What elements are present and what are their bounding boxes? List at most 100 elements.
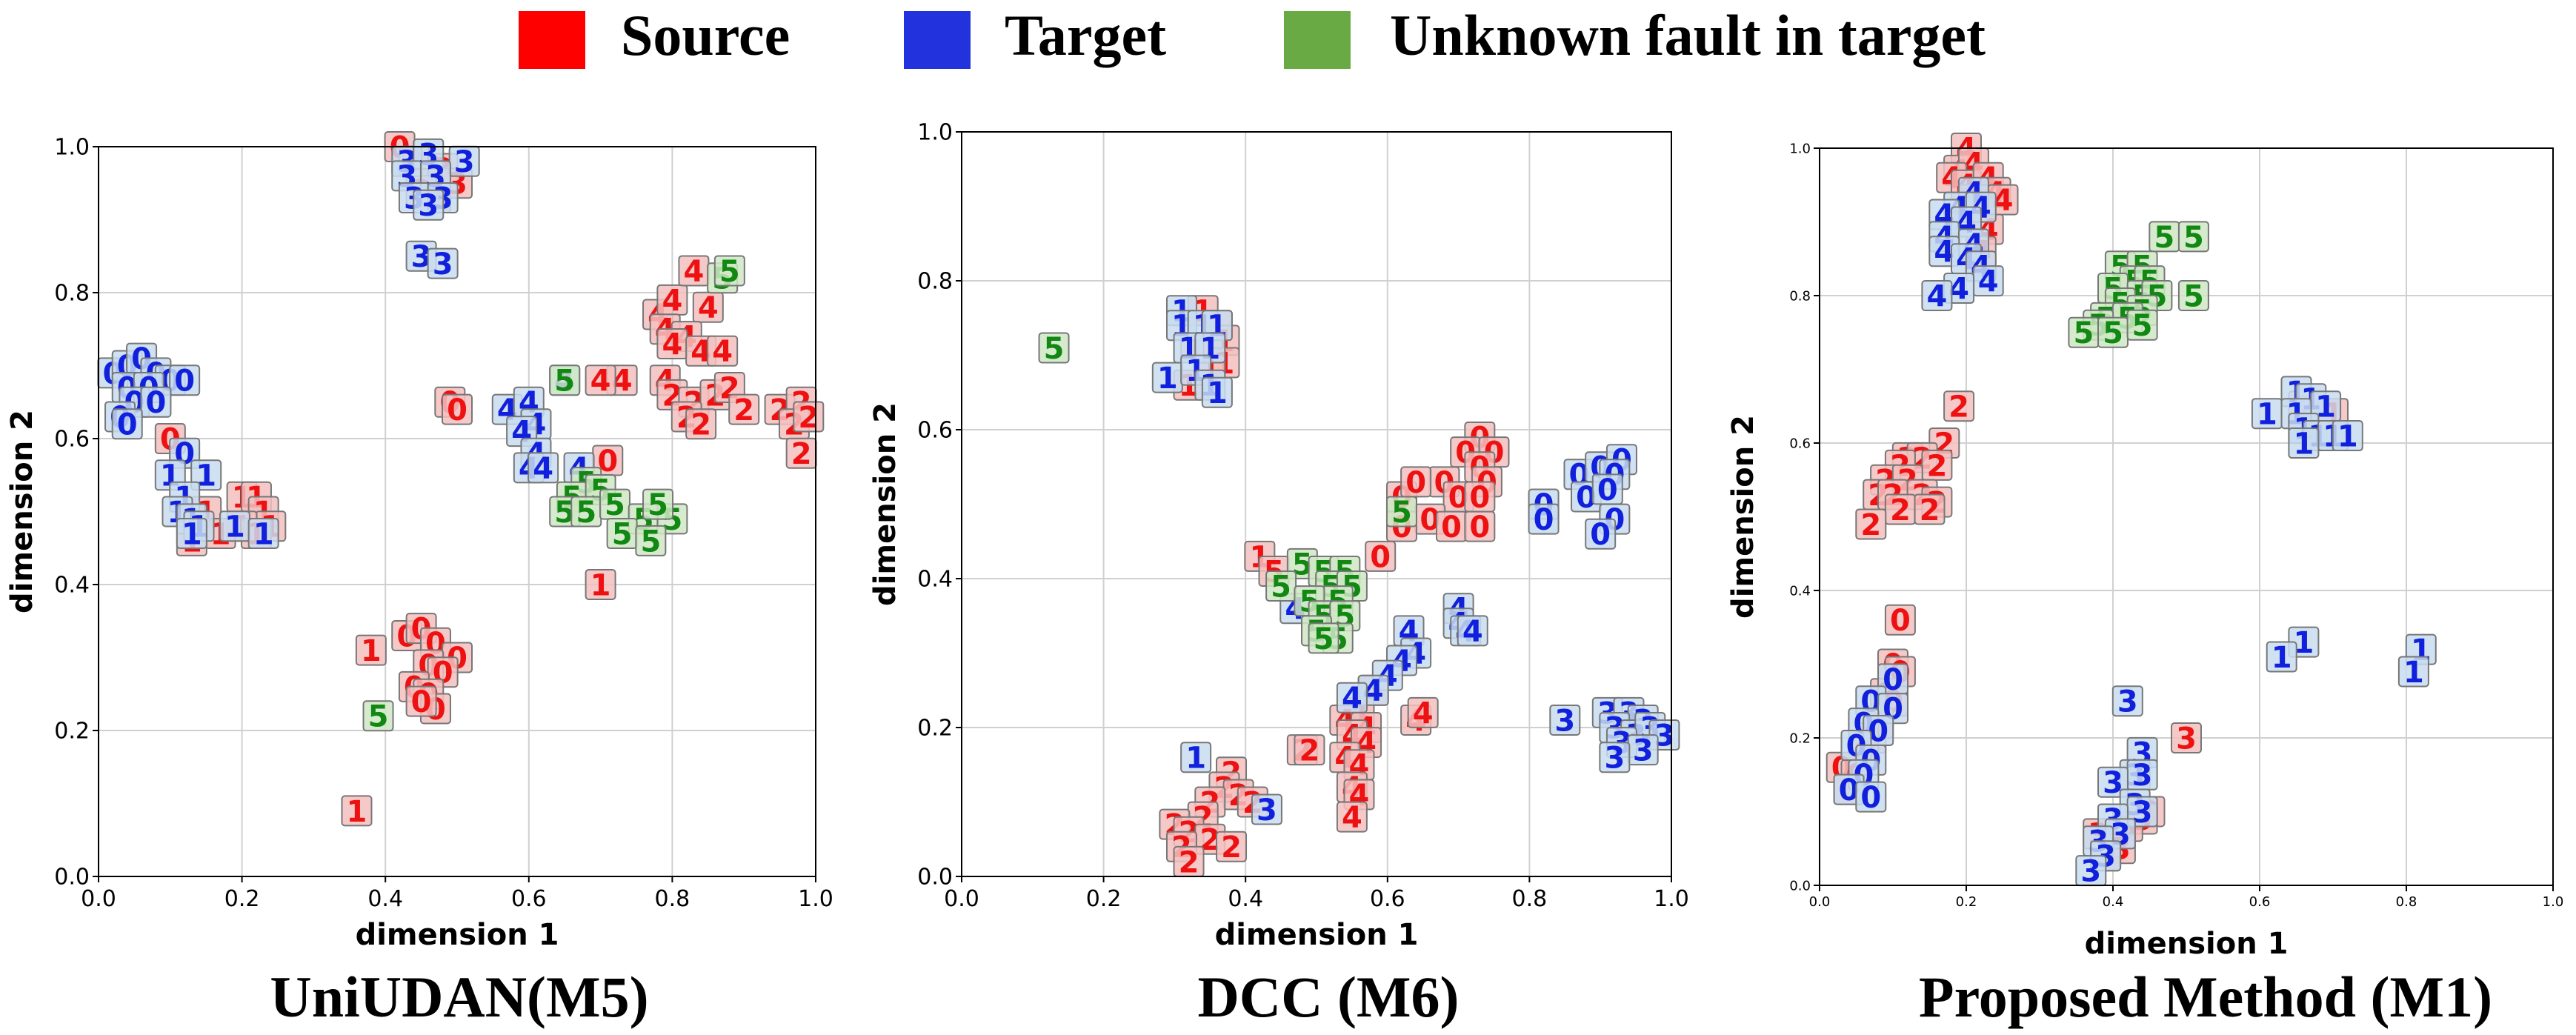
point-source: 4 [1343,779,1375,813]
y-axis-label: dimension 2 [868,402,902,606]
series-unknown: 555555555555555555 [2068,221,2209,350]
point-label: 3 [1257,793,1277,828]
point-target: 0 [111,408,143,442]
y-tick-label: 0.8 [1789,288,1811,304]
legend-item-unknown: Unknown fault in target [1284,3,1986,69]
point-target: 3 [2111,685,2143,719]
point-target: 3 [2075,855,2107,889]
point-box [1294,734,1325,766]
point-label: 3 [2132,759,2153,793]
point-unknown: 5 [549,365,581,399]
point-target: 4 [1921,279,1953,313]
point-label: 3 [433,247,453,282]
point-target: 3 [1549,704,1581,738]
point-label: 3 [2117,685,2138,719]
y-tick-label: 1.0 [54,135,90,161]
point-target: 4 [1972,265,2004,299]
legend-label-target: Target [1005,3,1166,67]
point-label: 4 [533,452,553,486]
point-unknown: 5 [2177,221,2209,255]
point-label: 5 [2183,279,2204,313]
point-label: 0 [117,408,138,442]
point-box [1549,704,1581,736]
point-box [442,393,473,425]
y-tick-label: 0.2 [54,719,90,745]
x-tick-label: 1.0 [798,886,833,912]
point-label: 4 [1978,265,1999,299]
point-target: 3 [448,145,480,179]
point-box [169,365,201,396]
x-tick-label: 0.6 [1370,886,1405,912]
y-tick-label: 0.0 [917,865,953,891]
point-label: 1 [2257,398,2277,432]
legend-item-target: Target [904,3,1166,69]
point-label: 1 [1207,376,1228,410]
point-box [549,365,581,396]
y-tick-label: 0.2 [1789,731,1811,746]
point-source: 4 [656,284,688,318]
point-box [2171,722,2202,753]
point-source: 2 [785,437,817,471]
point-box [1336,801,1368,833]
y-tick-label: 1.0 [1789,141,1811,156]
point-label: 4 [590,365,611,399]
point-unknown: 5 [1265,570,1297,604]
point-label: 4 [712,335,733,369]
x-axis-label: dimension 1 [1215,918,1419,952]
point-label: 1 [2403,656,2424,690]
plot-frame [961,131,1672,877]
point-source: 2 [1921,449,1953,483]
point-label: 1 [1157,362,1178,396]
x-axis-label: dimension 1 [356,918,559,952]
point-target: 3 [1251,793,1282,828]
point-box [1884,604,1916,636]
point-unknown: 5 [606,517,638,551]
point-target: 0 [140,386,172,420]
x-tick-label: 0.6 [2249,894,2271,910]
point-label: 1 [182,517,202,551]
point-target: 1 [2310,390,2342,425]
point-source: 4 [656,327,688,362]
point-box [2097,766,2129,798]
point-target: 4 [1457,615,1488,649]
point-box [1464,510,1496,542]
y-tick-label: 0.6 [917,418,953,444]
point-label: 5 [2103,316,2123,350]
point-label: 2 [733,393,754,427]
point-label: 4 [1413,696,1434,731]
point-target: 1 [2251,398,2283,432]
point-label: 2 [1179,845,1199,879]
point-box [713,255,745,287]
point-label: 4 [1342,801,1362,835]
chart-title-proposed-method: Proposed Method (M1) [1919,965,2492,1029]
point-label: 4 [662,327,682,362]
point-label: 5 [605,488,625,522]
point-box [176,518,207,550]
chart-title-dcc: DCC (M6) [1197,965,1459,1029]
point-box [728,393,760,425]
point-label: 0 [1597,473,1618,507]
point-label: 5 [576,496,596,530]
point-box [1180,742,1212,773]
point-box [1336,682,1368,713]
point-box [2111,685,2143,717]
point-source: 2 [728,393,760,427]
point-unknown: 5 [2149,221,2180,255]
point-target: 4 [1336,682,1368,716]
point-label: 4 [1926,279,1947,313]
legend-label-source: Source [621,3,790,67]
series-target: 4444444444444111111111111110000000000333… [1833,176,2437,889]
point-source: 0 [442,393,473,427]
points-proposed-method: 4444444444411222222222222222000000000003… [1826,132,2437,889]
point-target: 0 [1528,503,1560,537]
legend-swatch-target [904,11,971,69]
x-tick-label: 0.4 [367,886,403,912]
x-tick-label: 0.2 [224,886,260,912]
point-unknown: 5 [642,488,674,522]
point-unknown: 5 [635,525,667,559]
point-target: 1 [176,517,207,551]
point-label: 3 [418,189,439,223]
y-tick-label: 0.8 [917,269,953,295]
y-tick-label: 0.4 [917,567,953,593]
point-label: 5 [648,488,668,522]
